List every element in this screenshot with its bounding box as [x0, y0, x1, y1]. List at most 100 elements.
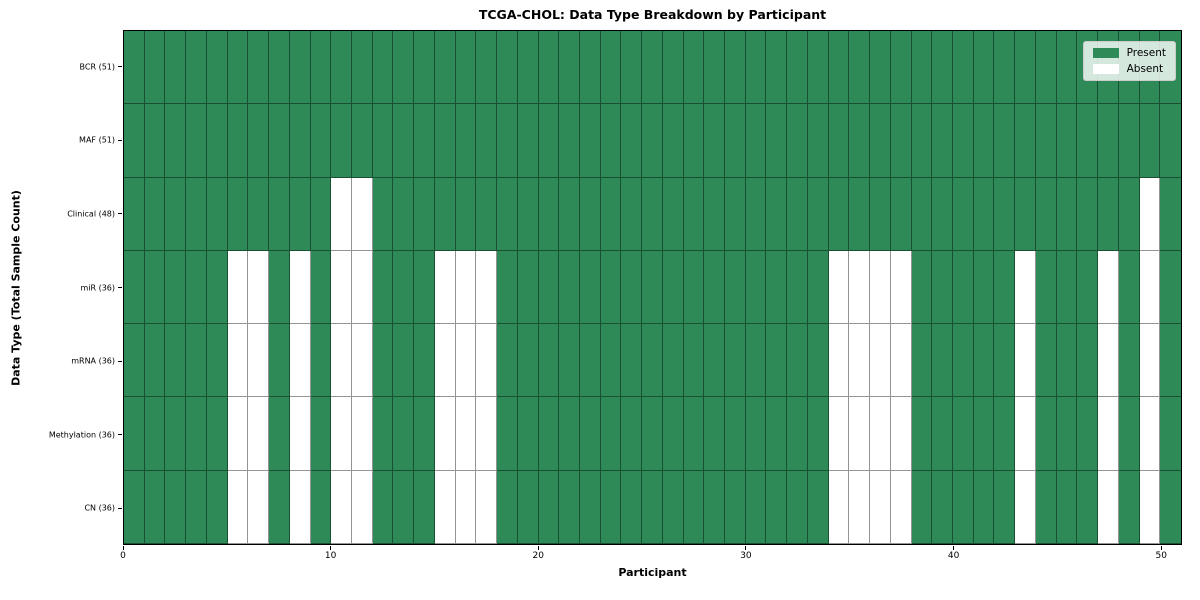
heatmap-cell [890, 104, 912, 178]
heatmap-cell [890, 177, 912, 251]
heatmap-cell [414, 177, 435, 251]
heatmap-cell [1056, 177, 1078, 251]
heatmap-cell [787, 250, 808, 325]
heatmap-cell [828, 324, 850, 398]
y-tick-label: mRNA (36) [71, 356, 115, 366]
heatmap-cell [1160, 104, 1181, 178]
heatmap-cell [745, 470, 767, 544]
heatmap-cell [144, 104, 166, 178]
heatmap-cell [683, 104, 705, 178]
heatmap-cell [849, 177, 871, 251]
heatmap-cell [144, 470, 166, 544]
heatmap-cell [124, 397, 145, 471]
heatmap-cell [476, 470, 498, 544]
heatmap-cell [124, 250, 145, 325]
heatmap-cell [310, 250, 332, 325]
legend: Present Absent [1082, 41, 1176, 81]
heatmap-cell [393, 324, 415, 398]
heatmap-cell [849, 31, 871, 105]
heatmap-cell [1056, 470, 1078, 544]
heatmap-cell [351, 250, 373, 325]
heatmap-cell [870, 250, 891, 325]
heatmap-cell [745, 250, 767, 325]
heatmap-cell [538, 470, 560, 544]
heatmap-cell [787, 470, 808, 544]
heatmap-cell [124, 104, 145, 178]
heatmap-cell [455, 250, 477, 325]
heatmap-cell [807, 397, 829, 471]
heatmap-cell [1160, 470, 1181, 544]
heatmap-cell [807, 31, 829, 105]
heatmap-cell [269, 177, 290, 251]
heatmap-cell [414, 104, 435, 178]
heatmap-cell [1118, 177, 1140, 251]
heatmap-cell [807, 250, 829, 325]
heatmap-cell [1098, 177, 1119, 251]
heatmap-cell [953, 397, 974, 471]
heatmap-cell [911, 250, 933, 325]
heatmap-cell [849, 250, 871, 325]
heatmap-cell [455, 397, 477, 471]
heatmap-cell [517, 177, 539, 251]
heatmap-cell [1139, 397, 1161, 471]
heatmap-cell [994, 177, 1016, 251]
heatmap-cell [248, 470, 270, 544]
heatmap-cell [310, 104, 332, 178]
heatmap-cell [206, 324, 228, 398]
heatmap-cell [1118, 104, 1140, 178]
heatmap-cell [434, 104, 456, 178]
heatmap-cell [559, 104, 580, 178]
heatmap-cell [766, 250, 788, 325]
heatmap-cell [849, 470, 871, 544]
heatmap-cell [517, 104, 539, 178]
y-tick-mark [118, 287, 122, 288]
heatmap-cell [497, 250, 518, 325]
heatmap-cell [579, 397, 601, 471]
heatmap-cell [269, 324, 290, 398]
legend-label-absent: Absent [1126, 62, 1164, 75]
heatmap-cell [973, 104, 995, 178]
heatmap-cell [807, 104, 829, 178]
heatmap-cell [289, 31, 311, 105]
heatmap-cell [434, 250, 456, 325]
heatmap-cell [248, 31, 270, 105]
heatmap-cell [455, 324, 477, 398]
heatmap-cell [538, 324, 560, 398]
heatmap-cell [683, 250, 705, 325]
heatmap-cell [953, 177, 974, 251]
heatmap-cell [973, 470, 995, 544]
heatmap-cell [994, 31, 1016, 105]
heatmap-cell [600, 250, 622, 325]
heatmap-cell [455, 177, 477, 251]
heatmap-cell [165, 250, 187, 325]
heatmap-cell [787, 324, 808, 398]
heatmap-cell [248, 177, 270, 251]
heatmap-cell [953, 104, 974, 178]
x-tick-mark [330, 546, 332, 550]
heatmap-cell [787, 31, 808, 105]
heatmap-cell [704, 31, 726, 105]
heatmap-cell [372, 104, 394, 178]
heatmap-cell [683, 470, 705, 544]
heatmap-cell [1098, 324, 1119, 398]
heatmap-cell [1015, 470, 1036, 544]
heatmap-cell [186, 104, 207, 178]
heatmap-cell [414, 250, 435, 325]
heatmap-cell [331, 324, 352, 398]
heatmap-cell [642, 324, 663, 398]
heatmap-cell [662, 397, 684, 471]
heatmap-cell [870, 104, 891, 178]
heatmap-cell [704, 177, 726, 251]
heatmap-cell [621, 470, 643, 544]
heatmap-cell [766, 177, 788, 251]
heatmap-cell [1077, 470, 1099, 544]
y-tick-mark [118, 360, 122, 362]
heatmap-cell [186, 324, 207, 398]
heatmap-cell [538, 31, 560, 105]
heatmap-cell [745, 324, 767, 398]
heatmap-cell [870, 31, 891, 105]
heatmap-cell [310, 31, 332, 105]
heatmap-cell [600, 397, 622, 471]
x-tick-mark [745, 546, 747, 550]
x-tick-label: 20 [532, 551, 545, 561]
